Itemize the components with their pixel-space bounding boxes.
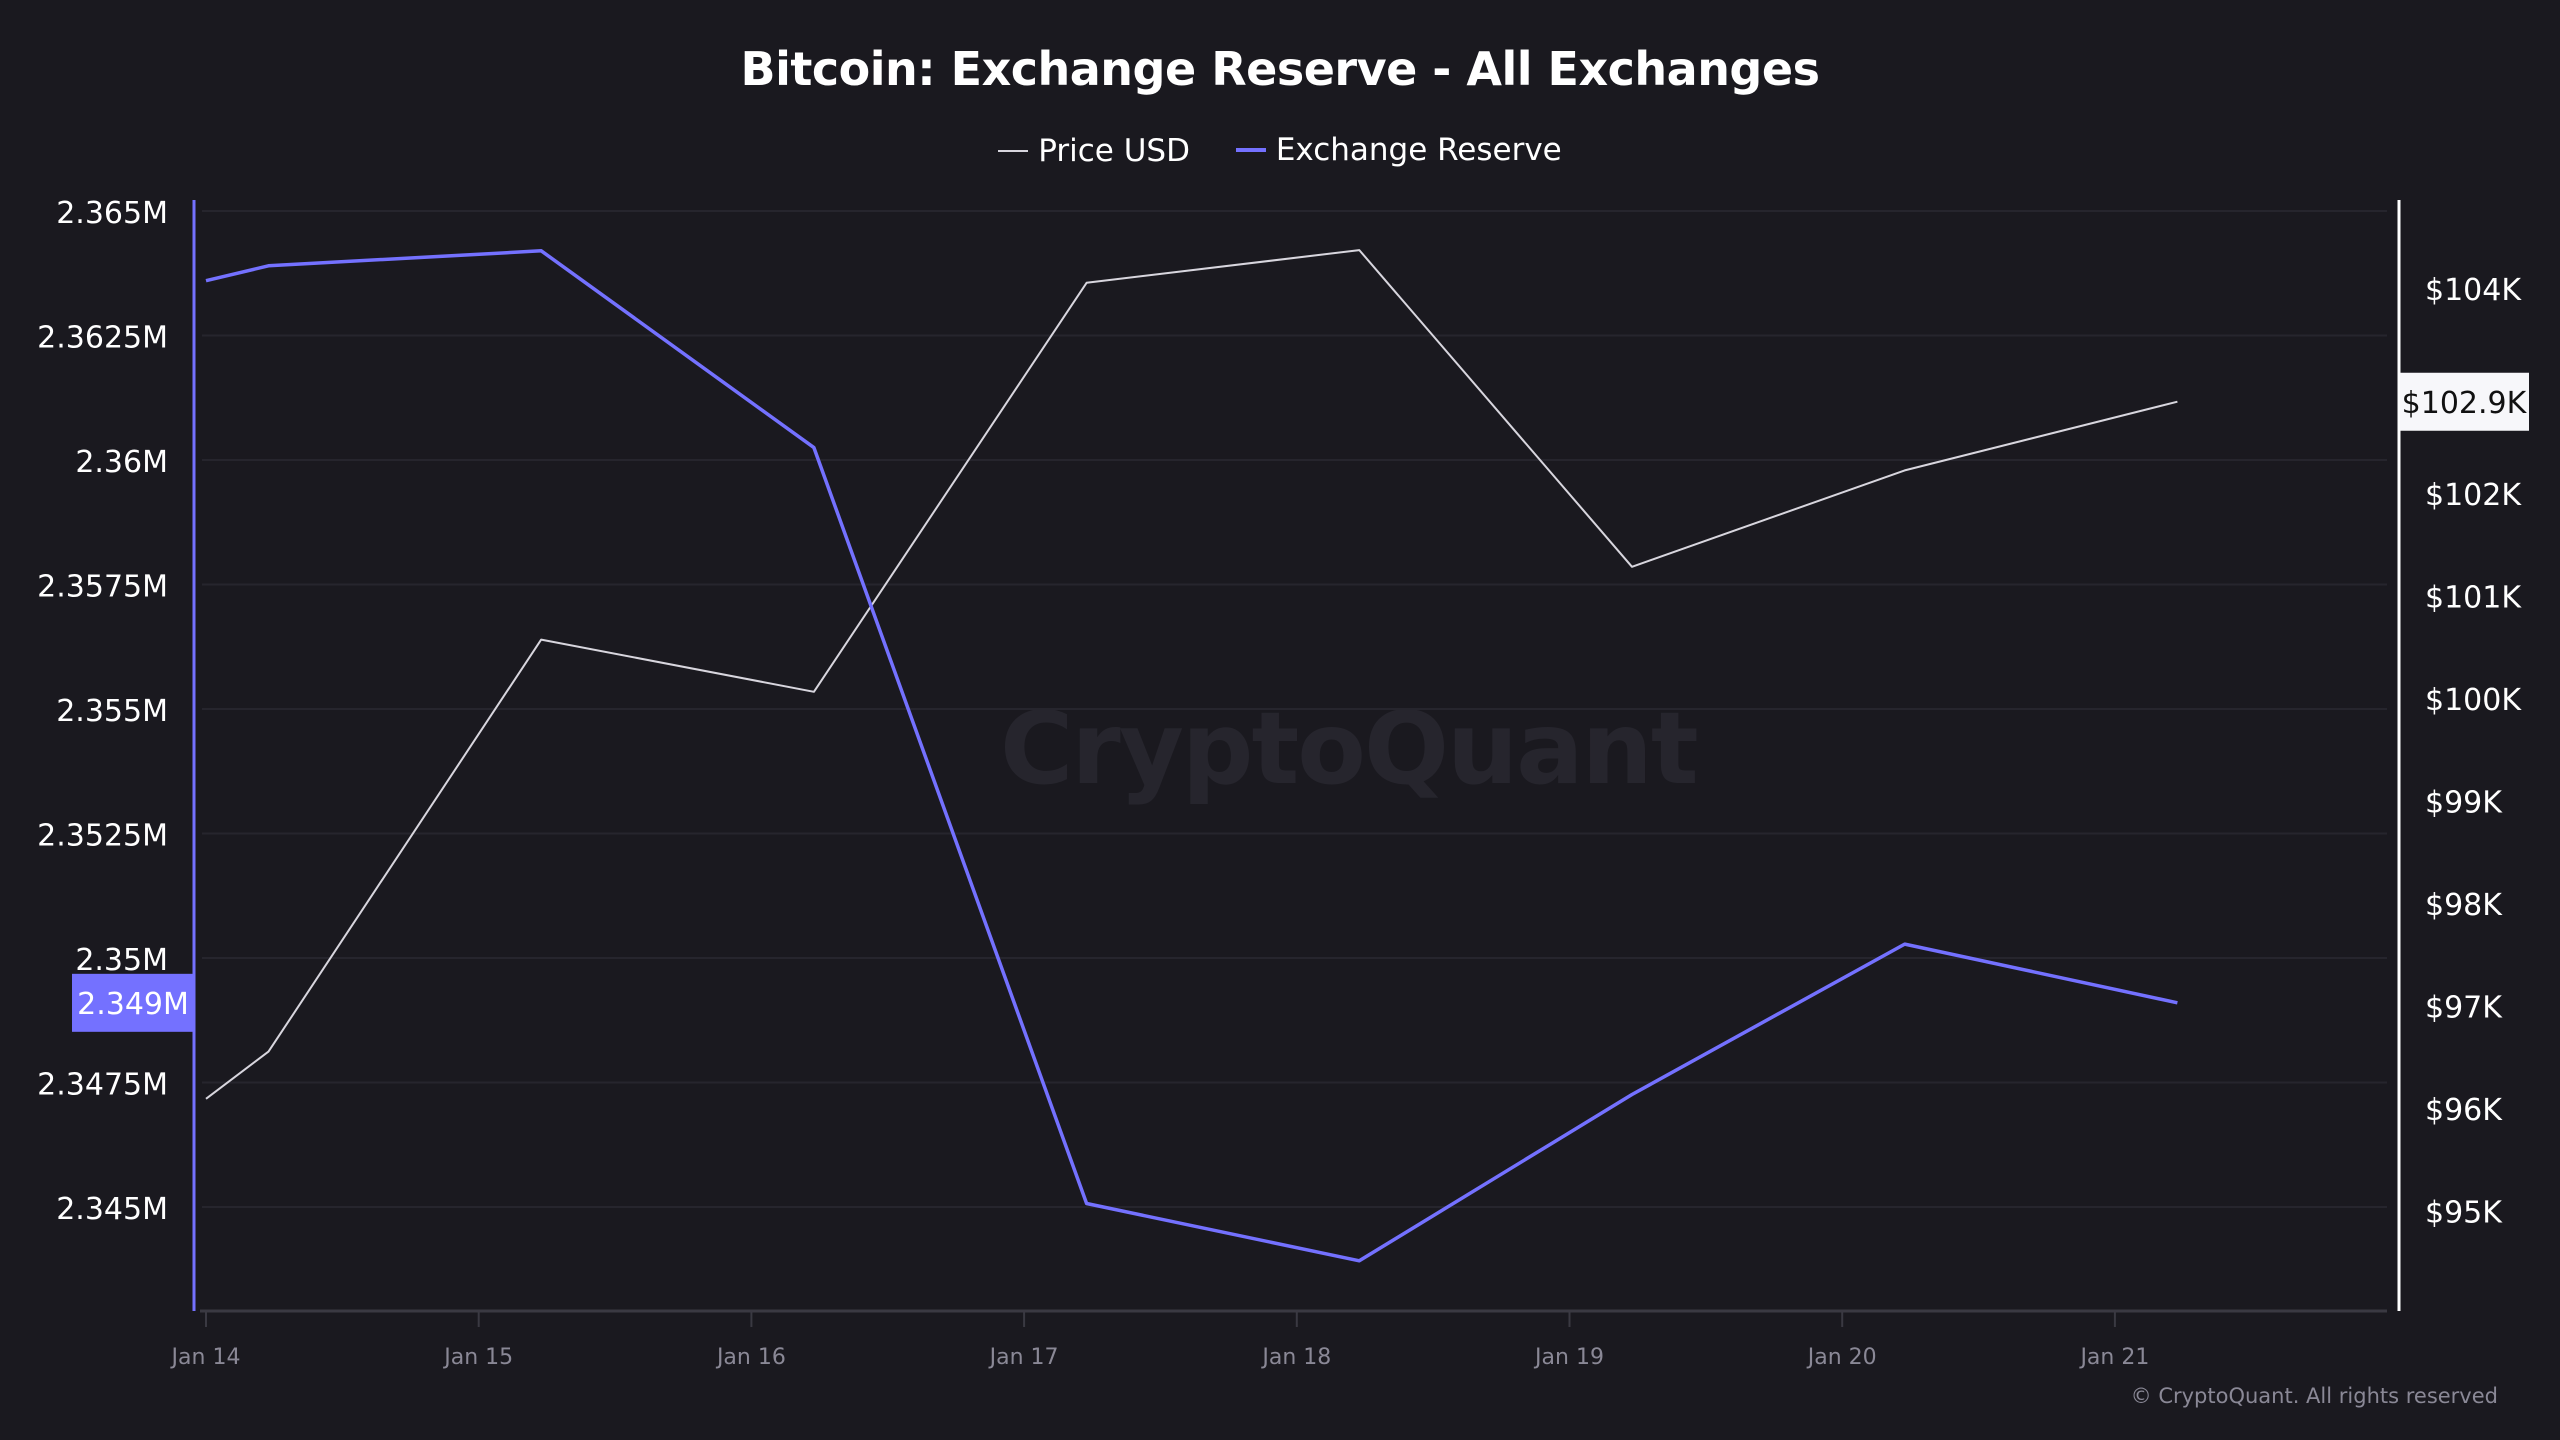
left-current-value-box	[72, 973, 194, 1032]
right-tick-label: $96K	[2425, 1093, 2503, 1128]
legend-item-reserve[interactable]: Exchange Reserve	[1235, 132, 1562, 168]
series-line-reserve	[205, 249, 2178, 1263]
left-tick-label: 2.3625M	[37, 321, 168, 356]
left-tick-label: 2.355M	[56, 694, 168, 729]
right-tick-label: $99K	[2425, 786, 2503, 821]
legend-label-reserve: Exchange Reserve	[1275, 132, 1562, 168]
x-tick-label: Jan 20	[1806, 1345, 1877, 1370]
right-tick-label: $100K	[2425, 683, 2522, 718]
x-tick-label: Jan 15	[442, 1345, 513, 1370]
left-tick-label: 2.3475M	[37, 1068, 168, 1103]
chart-title: Bitcoin: Exchange Reserve - All Exchange…	[740, 42, 1820, 96]
legend-label-price: Price USD	[1038, 133, 1190, 169]
right-tick-label: $104K	[2425, 273, 2522, 308]
x-tick-label: Jan 18	[1260, 1345, 1331, 1370]
x-tick-label: Jan 19	[1533, 1345, 1604, 1370]
legend-item-price[interactable]: Price USD	[998, 133, 1190, 169]
right-current-value-box	[2400, 372, 2529, 431]
left-tick-label: 2.365M	[56, 196, 168, 231]
series-line-price	[205, 249, 2178, 1100]
left-tick-label: 2.345M	[56, 1192, 168, 1227]
legend: Price USD Exchange Reserve	[0, 124, 2560, 169]
left-tick-label: 2.3575M	[37, 570, 168, 605]
left-tick-label: 2.36M	[75, 445, 168, 480]
right-tick-label: $95K	[2425, 1196, 2503, 1231]
right-tick-label: $98K	[2425, 888, 2503, 923]
copyright: © CryptoQuant. All rights reserved	[2130, 1384, 2498, 1408]
left-tick-label: 2.3525M	[37, 819, 168, 854]
x-tick-label: Jan 17	[988, 1345, 1059, 1370]
x-tick-label: Jan 21	[2078, 1345, 2149, 1370]
left-current-value-label: 2.349M	[77, 987, 189, 1022]
legend-swatch-price	[998, 150, 1029, 152]
right-tick-label: $101K	[2425, 581, 2522, 616]
legend-swatch-reserve	[1235, 148, 1266, 152]
right-tick-label: $97K	[2425, 991, 2503, 1026]
x-tick-label: Jan 16	[715, 1345, 786, 1370]
left-tick-label: 2.35M	[75, 943, 168, 978]
right-tick-label: $102K	[2425, 478, 2522, 513]
right-current-value-label: $102.9K	[2402, 386, 2528, 421]
x-tick-label: Jan 14	[170, 1345, 241, 1370]
